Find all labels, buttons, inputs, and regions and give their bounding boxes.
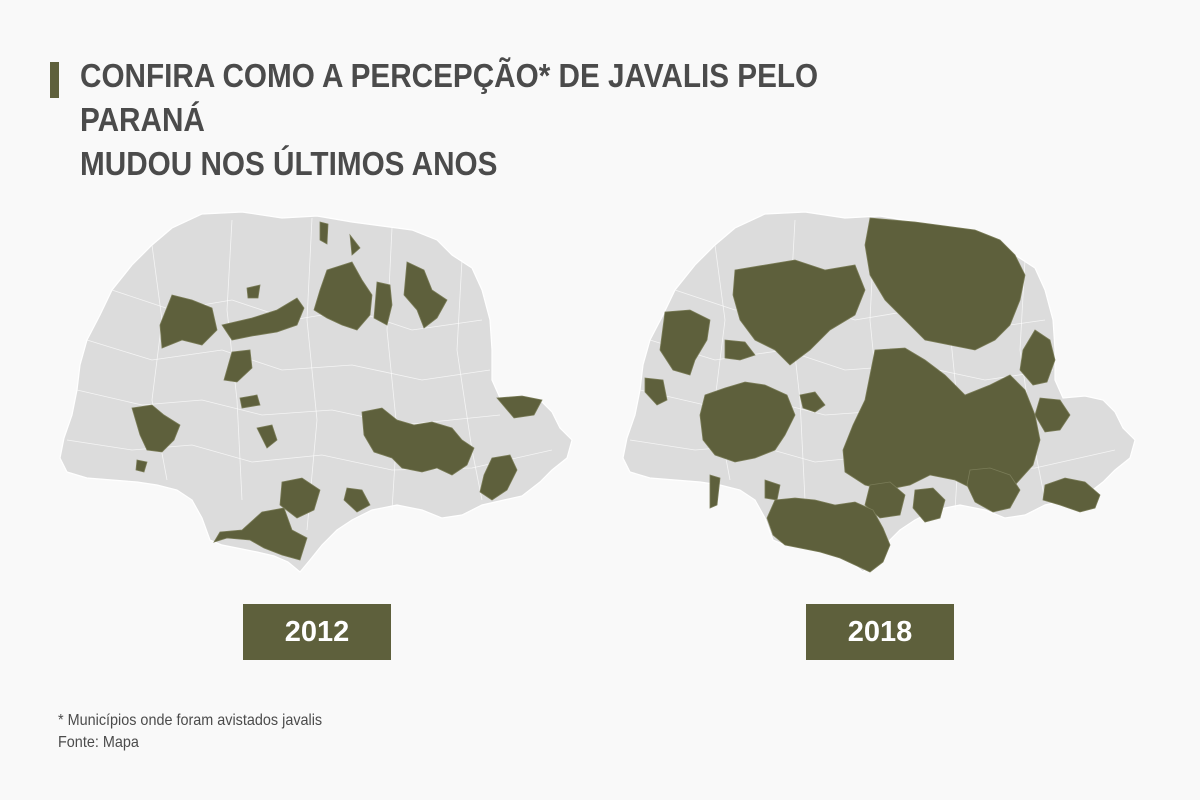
map-2018 — [615, 200, 1140, 580]
footnotes: * Municípios onde foram avistados javali… — [58, 710, 322, 754]
title-line-2: MUDOU NOS ÚLTIMOS ANOS — [80, 145, 498, 182]
footnote: * Municípios onde foram avistados javali… — [58, 712, 323, 729]
parana-state-outline — [59, 211, 573, 573]
parana-map-2012 — [59, 211, 573, 573]
page-title: CONFIRA COMO A PERCEPÇÃO* DE JAVALIS PEL… — [80, 54, 890, 186]
title-accent-bar — [50, 62, 59, 98]
year-label-2012: 2012 — [243, 604, 391, 660]
year-label-2018: 2018 — [806, 604, 954, 660]
source-credit: Fonte: Mapa — [58, 734, 139, 751]
title-line-1: CONFIRA COMO A PERCEPÇÃO* DE JAVALIS PEL… — [80, 57, 819, 138]
sighting-regions-2012 — [131, 221, 543, 561]
map-2012 — [52, 200, 577, 580]
sighting-regions-2018 — [644, 217, 1101, 573]
parana-map-2018 — [622, 211, 1136, 573]
